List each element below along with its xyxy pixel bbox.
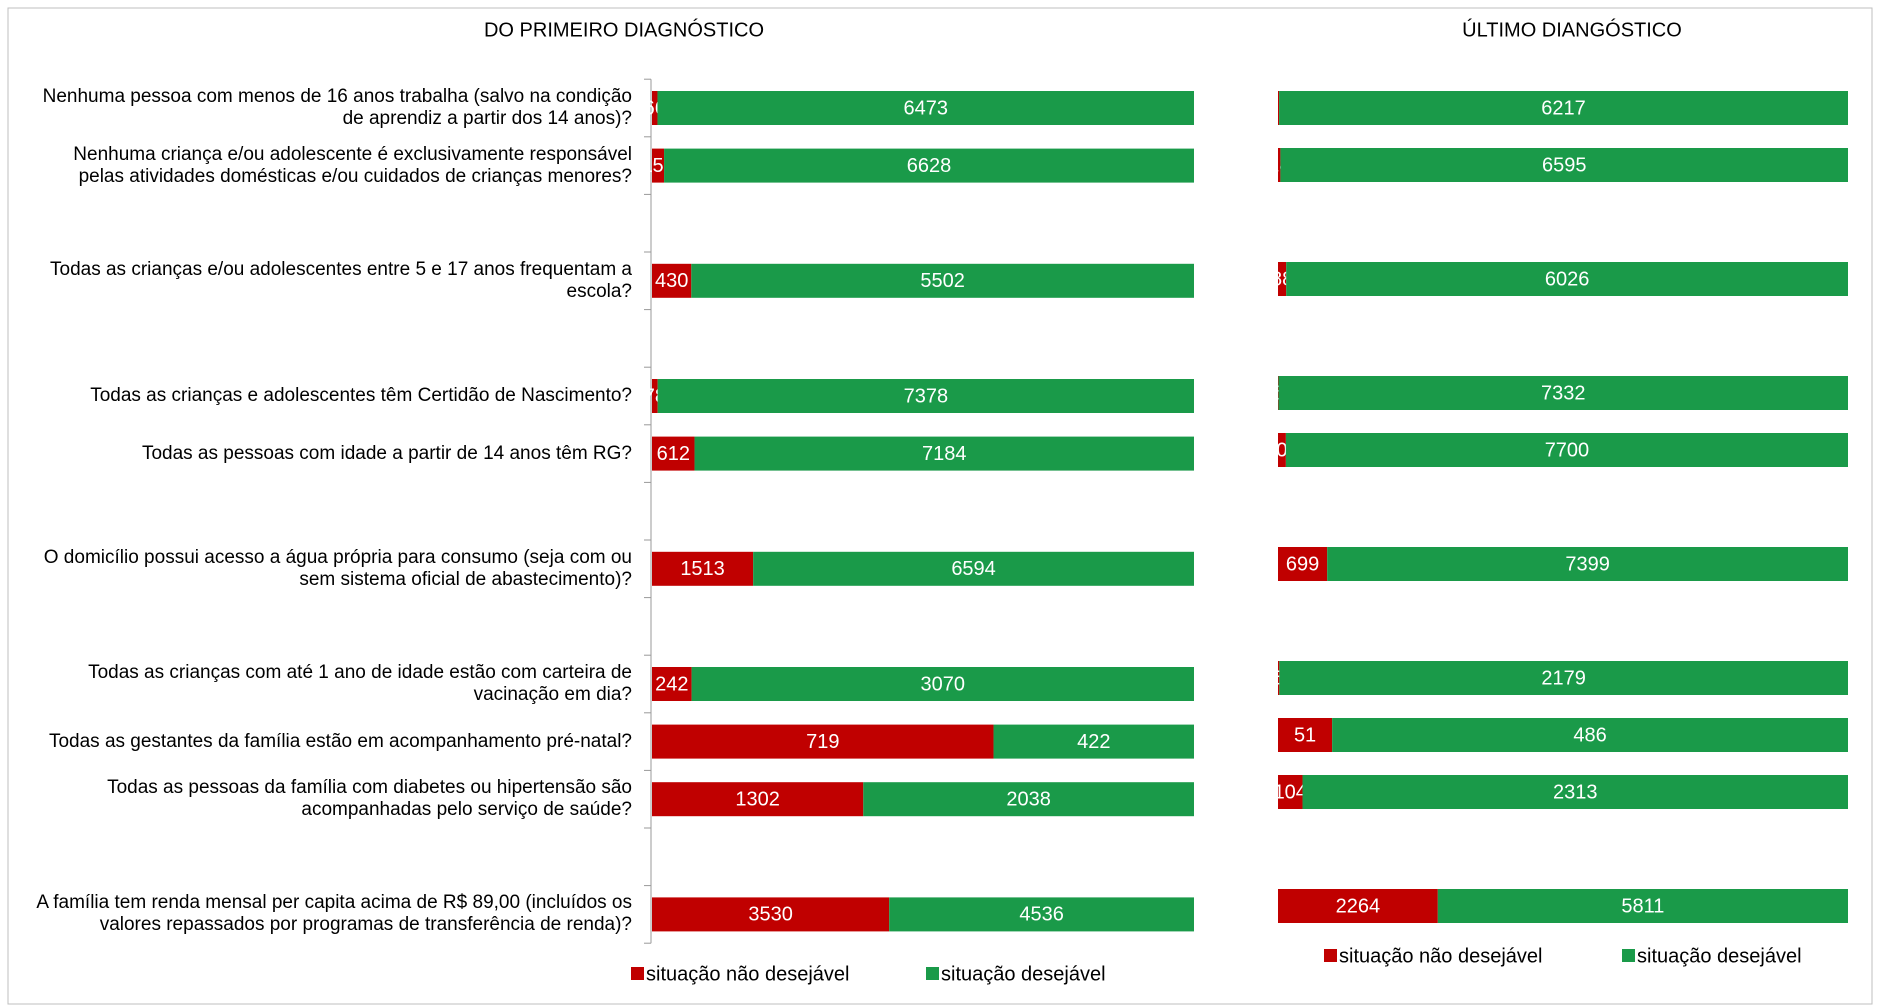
bar-segment	[1285, 433, 1848, 467]
bar-segment	[657, 379, 1194, 413]
legend-swatch	[926, 967, 939, 980]
bar-segment	[652, 667, 692, 701]
value-label: 2038	[1006, 788, 1051, 810]
value-label: 7184	[922, 443, 967, 465]
bar-segment	[1278, 262, 1287, 296]
value-label: 2313	[1553, 781, 1598, 803]
bar-segment	[652, 897, 890, 932]
value-label: 6594	[951, 558, 996, 580]
chart-border	[7, 7, 1873, 1005]
bar-segment	[691, 263, 1194, 298]
legend-label: situação não desejável	[1339, 945, 1542, 967]
chart-title: DO PRIMEIRO DIAGNÓSTICO	[484, 18, 764, 41]
bar-segment	[1278, 148, 1281, 182]
bar-segment	[657, 91, 1194, 125]
value-label: 6217	[1541, 97, 1586, 119]
value-label: 2179	[1541, 667, 1586, 689]
legend-swatch	[631, 967, 644, 980]
category-label: Nenhuma criança e/ou adolescente é exclu…	[73, 143, 632, 187]
value-label: 2264	[1336, 895, 1381, 917]
value-label: 486	[1573, 724, 1606, 746]
category-label: O domicílio possui acesso a água própria…	[43, 546, 632, 590]
value-label: 7332	[1541, 382, 1586, 404]
category-label: Todas as crianças e adolescentes têm Cer…	[90, 385, 632, 406]
value-label: 7700	[1545, 439, 1590, 461]
bar-segment	[993, 724, 1194, 759]
legend-swatch	[1622, 949, 1635, 962]
bar-segment	[691, 667, 1194, 701]
bar-segment	[1278, 91, 1280, 125]
category-label: Todas as pessoas da família com diabetes…	[107, 777, 632, 821]
value-label: 422	[1077, 731, 1110, 753]
bar-segment	[652, 782, 864, 817]
bar-segment	[652, 551, 754, 586]
value-label: 104	[1274, 781, 1307, 803]
category-label: Todas as crianças e/ou adolescentes entr…	[50, 258, 632, 302]
bar-segment	[664, 148, 1194, 183]
category-label: A família tem renda mensal per capita ac…	[36, 892, 632, 936]
bar-segment	[652, 263, 692, 298]
bar-segment	[694, 436, 1194, 471]
bar-segment	[1279, 661, 1848, 695]
bar-segment	[652, 724, 994, 759]
bar-segment	[1278, 661, 1280, 695]
value-label: 699	[1286, 553, 1319, 575]
chart-title: ÚLTIMO DIANGÓSTICO	[1462, 18, 1682, 41]
bar-segment	[1278, 376, 1848, 410]
value-label: 719	[806, 731, 839, 753]
value-label: 6595	[1542, 154, 1587, 176]
value-label: 4536	[1019, 904, 1064, 926]
value-label: 3530	[748, 904, 793, 926]
value-label: 6026	[1545, 268, 1590, 290]
value-label: 1513	[680, 558, 725, 580]
value-label: 7399	[1565, 553, 1610, 575]
bar-segment	[1278, 889, 1438, 923]
category-label: Nenhuma pessoa com menos de 16 anos trab…	[42, 86, 632, 129]
bar-segment	[863, 782, 1194, 817]
value-label: 5502	[920, 270, 965, 292]
legend-label: situação não desejável	[646, 963, 849, 985]
legend-label: situação desejável	[1637, 945, 1802, 967]
value-label: 612	[657, 443, 690, 465]
value-label: 242	[655, 673, 688, 695]
bar-segment	[889, 897, 1194, 932]
bar-segment	[1327, 547, 1848, 581]
value-label: 430	[655, 270, 688, 292]
bar-segment	[1278, 547, 1328, 581]
value-label: 1302	[735, 788, 780, 810]
value-label: 6628	[907, 155, 952, 177]
bar-segment	[652, 379, 658, 413]
bar-segment	[753, 551, 1194, 586]
bar-segment	[1437, 889, 1848, 923]
bar-segment	[652, 436, 695, 471]
bar-segment	[1286, 262, 1848, 296]
legend-label: situação desejável	[941, 963, 1106, 985]
bar-segment	[652, 148, 665, 183]
bar-segment	[1332, 718, 1848, 752]
category-label: Todas as pessoas com idade a partir de 1…	[141, 442, 632, 464]
bar-segment	[1278, 775, 1303, 809]
value-label: 51	[1294, 724, 1316, 746]
bar-segment	[1280, 148, 1848, 182]
value-label: 5811	[1621, 895, 1664, 917]
bar-segment	[1278, 718, 1333, 752]
bar-segment	[1279, 91, 1848, 125]
value-label: 3070	[921, 673, 966, 695]
category-label: Todas as gestantes da família estão em a…	[48, 730, 632, 752]
value-label: 6473	[903, 97, 948, 119]
bar-segment	[1302, 775, 1848, 809]
value-label: 6	[1273, 382, 1284, 404]
value-label: 7378	[904, 385, 949, 407]
legend-swatch	[1324, 949, 1337, 962]
value-label: 5	[1273, 667, 1284, 689]
bar-segment	[652, 91, 658, 125]
bar-segment	[1278, 433, 1286, 467]
category-label: Todas as crianças com até 1 ano de idade…	[88, 662, 632, 705]
